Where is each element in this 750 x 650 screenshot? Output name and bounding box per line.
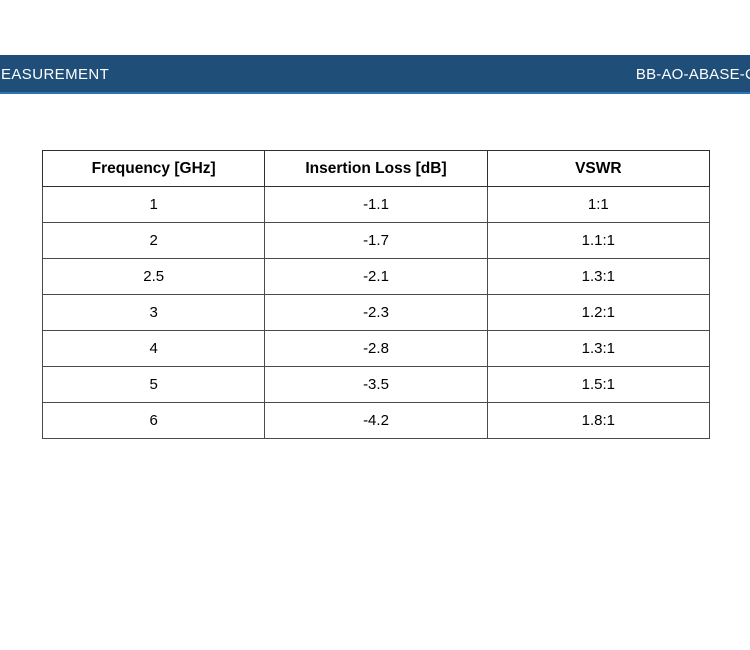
table-cell: 1.2:1	[486, 294, 711, 331]
table-cell: 2	[41, 222, 266, 259]
table-cell: -1.1	[264, 186, 488, 223]
measurement-table: Frequency [GHz] Insertion Loss [dB] VSWR…	[41, 150, 711, 439]
table-cell: 1:1	[486, 186, 711, 223]
table-cell: 1	[41, 186, 266, 223]
column-header-frequency: Frequency [GHz]	[41, 150, 266, 187]
table-body: 1 -1.1 1:1 2 -1.7 1.1:1 2.5 -2.1 1.3:1 3 -2.3 1.2:1…	[41, 186, 711, 439]
table-row: 6 -4.2 1.8:1	[41, 402, 711, 439]
header-right-text: BB-AO-ABASE-C	[635, 65, 750, 83]
table-header-row: Frequency [GHz] Insertion Loss [dB] VSWR	[41, 150, 711, 187]
table-cell: 4	[41, 330, 266, 367]
table-cell: 6	[41, 402, 266, 439]
table-cell: 1.3:1	[486, 258, 711, 295]
table-cell: 3	[41, 294, 266, 331]
header-banner: EASUREMENT BB-AO-ABASE-C	[0, 55, 750, 94]
table-cell: 5	[41, 366, 266, 403]
table-row: 2.5 -2.1 1.3:1	[41, 258, 711, 295]
table-row: 1 -1.1 1:1	[41, 186, 711, 223]
table-cell: 1.5:1	[486, 366, 711, 403]
header-left-text: EASUREMENT	[1, 65, 110, 83]
table-cell: -3.5	[264, 366, 488, 403]
column-header-insertion-loss: Insertion Loss [dB]	[264, 150, 488, 187]
table-row: 2 -1.7 1.1:1	[41, 222, 711, 259]
table-cell: 1.3:1	[486, 330, 711, 367]
table-cell: -1.7	[264, 222, 488, 259]
table-row: 5 -3.5 1.5:1	[41, 366, 711, 403]
table-row: 4 -2.8 1.3:1	[41, 330, 711, 367]
table-cell: -2.3	[264, 294, 488, 331]
column-header-vswr: VSWR	[486, 150, 711, 187]
table-cell: 1.1:1	[486, 222, 711, 259]
table-cell: -2.1	[264, 258, 488, 295]
table-cell: -2.8	[264, 330, 488, 367]
table-cell: 2.5	[41, 258, 266, 295]
table-cell: 1.8:1	[486, 402, 711, 439]
table-cell: -4.2	[264, 402, 488, 439]
table-row: 3 -2.3 1.2:1	[41, 294, 711, 331]
